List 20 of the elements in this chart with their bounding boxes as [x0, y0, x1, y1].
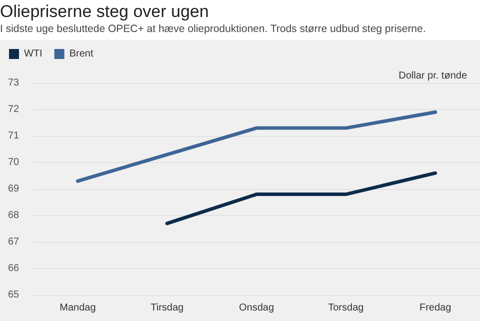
x-tick-label: Tirsdag — [150, 302, 184, 314]
line-series — [76, 110, 438, 183]
legend-label: Brent — [69, 48, 94, 60]
y-tick-label: 73 — [8, 78, 20, 88]
legend-label: WTI — [24, 48, 42, 60]
y-axis-title: Dollar pr. tønde — [398, 70, 468, 82]
chart-title: Oliepriserne steg over ugen — [0, 2, 210, 22]
x-tick-label: Torsdag — [328, 302, 364, 314]
y-tick-label: 69 — [8, 184, 20, 194]
chart-subtitle: I sidste uge besluttede OPEC+ at hæve olieproduktionen. Trods større udbud steg priserne. — [0, 22, 427, 36]
y-tick-label: 66 — [8, 263, 20, 274]
x-tick-label: Onsdag — [238, 302, 274, 314]
y-tick-label: 67 — [8, 236, 20, 248]
y-tick-label: 72 — [8, 104, 20, 115]
x-tick-label: Mandag — [60, 302, 96, 314]
y-tick-label: 70 — [8, 157, 20, 168]
y-tick-label: 71 — [8, 130, 20, 142]
x-tick-label: Fredag — [419, 302, 452, 314]
y-tick-label: 68 — [8, 210, 20, 221]
y-tick-label: 65 — [8, 290, 20, 300]
